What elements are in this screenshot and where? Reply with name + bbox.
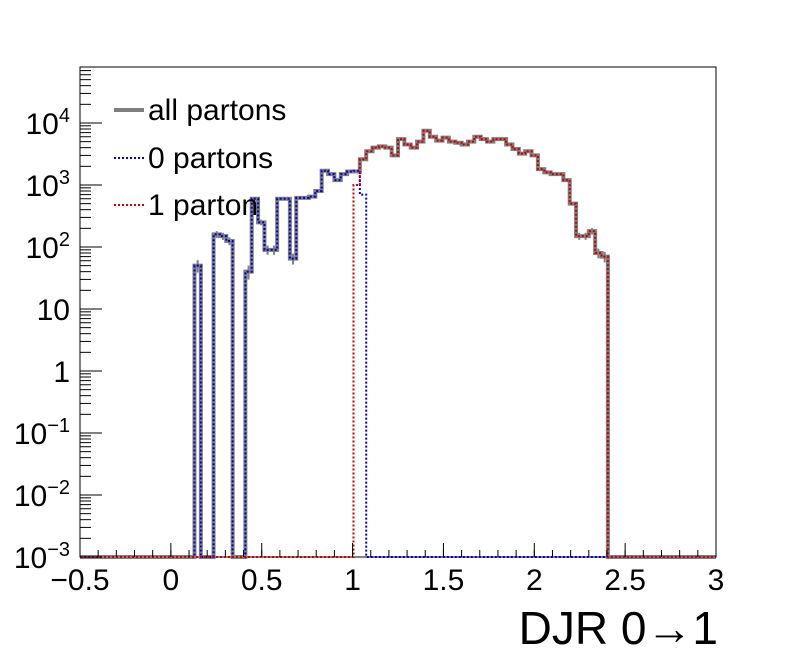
- legend-label-0-partons: 0 partons: [148, 142, 273, 175]
- legend-label-1-parton: 1 parton: [148, 189, 258, 222]
- series-layer: [80, 128, 716, 559]
- x-tick-label: 3: [708, 564, 725, 597]
- x-tick-label: 0.5: [241, 564, 283, 597]
- legend: all partons 0 partons 1 parton: [114, 94, 286, 222]
- x-tick-label: 1: [344, 564, 361, 597]
- series-0-partons-line: [80, 169, 716, 558]
- y-tick-label: 104: [26, 105, 71, 141]
- y-tick-label: 103: [26, 167, 71, 203]
- x-tick-label: −0.5: [50, 564, 109, 597]
- y-tick-label: 1: [53, 356, 70, 389]
- y-tick-label: 102: [26, 229, 71, 265]
- x-axis-label: DJR 0→1: [519, 602, 718, 654]
- legend-label-all-partons: all partons: [148, 94, 286, 127]
- y-tick-label: 10−2: [14, 477, 70, 513]
- y-tick-label: 10−1: [14, 415, 70, 451]
- x-tick-label: 1.5: [423, 564, 465, 597]
- y-tick-label: 10−3: [14, 539, 70, 575]
- x-tick-label: 0: [163, 564, 180, 597]
- x-tick-label: 2.5: [604, 564, 646, 597]
- y-tick-label: 10: [37, 294, 70, 327]
- x-tick-label: 2: [526, 564, 543, 597]
- axes-layer: −0.5 0 0.5 1 1.5 2 2.5 3 10−3 10−2 10−1 1 10 102 103 10…: [14, 66, 725, 597]
